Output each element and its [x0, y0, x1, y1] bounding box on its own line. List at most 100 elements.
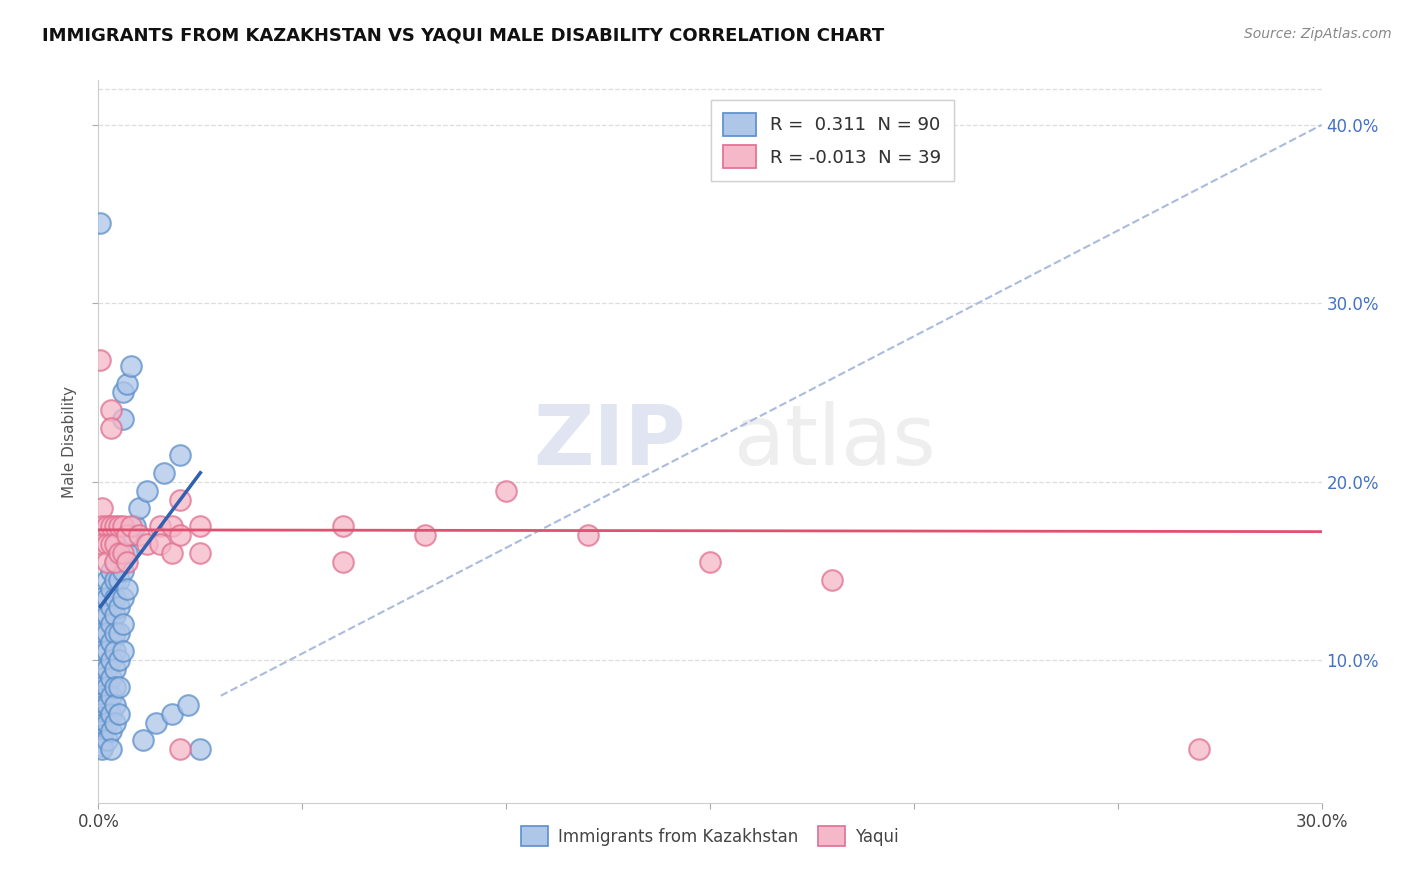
Point — [91, 710, 114, 724]
Point — [91, 714, 114, 728]
Point — [100, 742, 122, 756]
Point — [91, 591, 114, 605]
Point — [115, 582, 138, 596]
Point — [100, 403, 122, 417]
Point — [91, 739, 114, 753]
Point — [413, 528, 436, 542]
Point — [111, 412, 134, 426]
Point — [96, 644, 118, 658]
Point — [96, 733, 118, 747]
Point — [91, 721, 114, 735]
Point — [108, 546, 131, 560]
Point — [91, 717, 114, 731]
Point — [91, 699, 114, 714]
Point — [91, 519, 114, 533]
Y-axis label: Male Disability: Male Disability — [62, 385, 77, 498]
Text: atlas: atlas — [734, 401, 936, 482]
Point — [108, 626, 131, 640]
Point — [100, 537, 122, 551]
Point — [100, 653, 122, 667]
Point — [104, 626, 127, 640]
Point — [100, 421, 122, 435]
Point — [96, 537, 118, 551]
Point — [96, 555, 118, 569]
Text: Source: ZipAtlas.com: Source: ZipAtlas.com — [1244, 27, 1392, 41]
Point — [332, 519, 354, 533]
Point — [188, 742, 212, 756]
Point — [132, 733, 155, 747]
Point — [104, 698, 127, 712]
Point — [149, 519, 172, 533]
Point — [149, 537, 172, 551]
Point — [699, 555, 721, 569]
Point — [100, 671, 122, 685]
Point — [91, 696, 114, 710]
Point — [100, 724, 122, 739]
Point — [104, 715, 127, 730]
Point — [495, 483, 517, 498]
Point — [104, 519, 127, 533]
Point — [100, 564, 122, 578]
Point — [89, 353, 111, 368]
Point — [169, 448, 191, 462]
Point — [96, 698, 118, 712]
Point — [111, 591, 134, 605]
Point — [96, 680, 118, 694]
Point — [100, 617, 122, 632]
Point — [91, 626, 114, 640]
Point — [128, 528, 150, 542]
Point — [108, 680, 131, 694]
Point — [111, 617, 134, 632]
Point — [104, 608, 127, 623]
Point — [111, 644, 134, 658]
Point — [160, 706, 183, 721]
Point — [169, 492, 191, 507]
Point — [96, 715, 118, 730]
Text: IMMIGRANTS FROM KAZAKHSTAN VS YAQUI MALE DISABILITY CORRELATION CHART: IMMIGRANTS FROM KAZAKHSTAN VS YAQUI MALE… — [42, 27, 884, 45]
Point — [96, 591, 118, 605]
Point — [576, 528, 599, 542]
Point — [96, 519, 118, 533]
Point — [115, 546, 138, 560]
Point — [91, 692, 114, 706]
Point — [91, 644, 114, 658]
Point — [91, 703, 114, 717]
Point — [111, 564, 134, 578]
Point — [160, 519, 183, 533]
Point — [115, 555, 138, 569]
Point — [91, 731, 114, 746]
Point — [169, 528, 191, 542]
Point — [91, 608, 114, 623]
Point — [821, 573, 844, 587]
Point — [100, 599, 122, 614]
Point — [91, 662, 114, 676]
Point — [120, 359, 142, 373]
Point — [108, 546, 131, 560]
Point — [115, 528, 138, 542]
Point — [91, 501, 114, 516]
Point — [108, 573, 131, 587]
Point — [108, 599, 131, 614]
Point — [108, 519, 131, 533]
Point — [177, 698, 200, 712]
Point — [111, 519, 134, 533]
Point — [104, 555, 127, 569]
Point — [124, 519, 146, 533]
Point — [120, 519, 142, 533]
Point — [96, 573, 118, 587]
Point — [91, 728, 114, 742]
Point — [120, 528, 142, 542]
Point — [91, 724, 114, 739]
Point — [104, 591, 127, 605]
Point — [100, 582, 122, 596]
Point — [91, 680, 114, 694]
Point — [169, 742, 191, 756]
Point — [91, 689, 114, 703]
Point — [136, 483, 159, 498]
Point — [108, 706, 131, 721]
Point — [188, 519, 212, 533]
Point — [160, 546, 183, 560]
Point — [1188, 742, 1211, 756]
Point — [100, 689, 122, 703]
Point — [104, 662, 127, 676]
